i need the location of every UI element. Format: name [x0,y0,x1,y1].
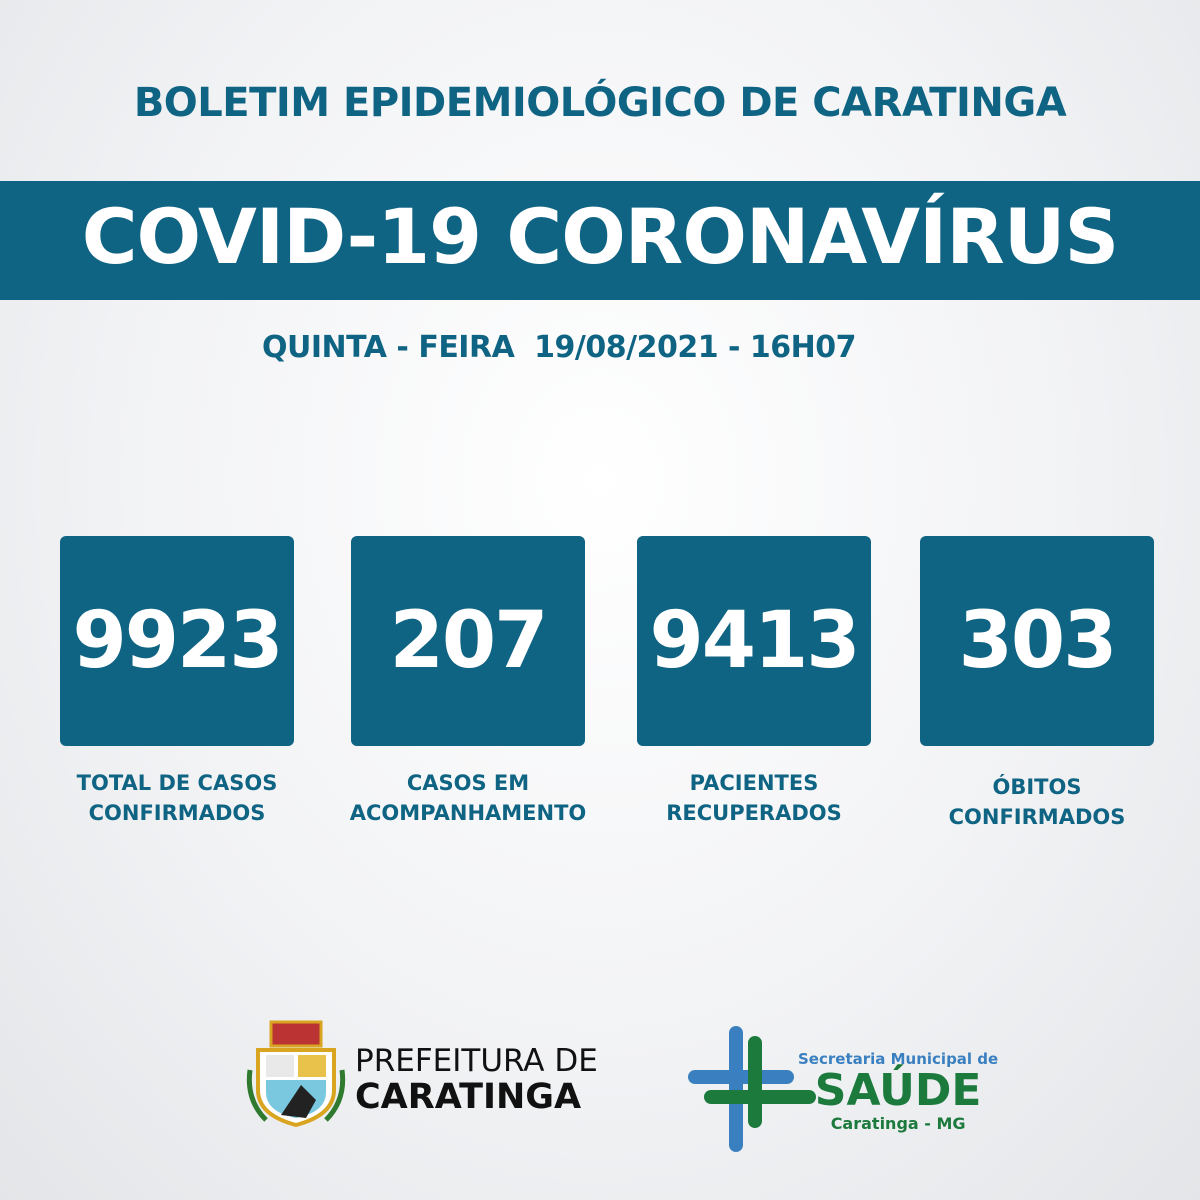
health-cross-icon [688,1026,816,1152]
bulletin-title: BOLETIM EPIDEMIOLÓGICO DE CARATINGA [133,80,1067,126]
saude-wordmark: Secretaria Municipal de SAÚDE Caratinga … [798,1050,998,1133]
label-line: CONFIRMADOS [948,805,1126,829]
banner [0,181,1200,300]
stat-label-deaths: ÓBITOS CONFIRMADOS [897,772,1177,832]
stat-box-deaths: 303 [920,536,1154,746]
banner-title: COVID-19 CORONAVÍRUS [81,192,1120,281]
label-line: TOTAL DE CASOS [76,771,278,795]
stat-box-active-cases: 207 [351,536,585,746]
prefeitura-line2: CARATINGA [355,1077,582,1117]
stat-label-recovered: PACIENTES RECUPERADOS [614,768,894,828]
label-line: CASOS EM [406,771,530,795]
saude-line2: SAÚDE [814,1065,982,1116]
stat-box-recovered: 9413 [637,536,871,746]
label-line: ÓBITOS [992,775,1082,799]
saude-line3: Caratinga - MG [830,1114,966,1133]
label-line: PACIENTES [689,771,819,795]
label-line: RECUPERADOS [666,801,842,825]
prefeitura-wordmark: PREFEITURA DE CARATINGA [355,1043,598,1115]
prefeitura-line1: PREFEITURA DE [355,1043,598,1079]
date-line: QUINTA - FEIRA 19/08/2021 - 16H07 [262,330,857,365]
stat-label-total-cases: TOTAL DE CASOS CONFIRMADOS [37,768,317,828]
label-line: ACOMPANHAMENTO [349,801,587,825]
stat-label-active-cases: CASOS EM ACOMPANHAMENTO [328,768,608,828]
stat-box-total-cases: 9923 [60,536,294,746]
label-line: CONFIRMADOS [88,801,266,825]
saude-line1: Secretaria Municipal de [798,1050,999,1068]
city-crest-logo [246,1020,346,1128]
